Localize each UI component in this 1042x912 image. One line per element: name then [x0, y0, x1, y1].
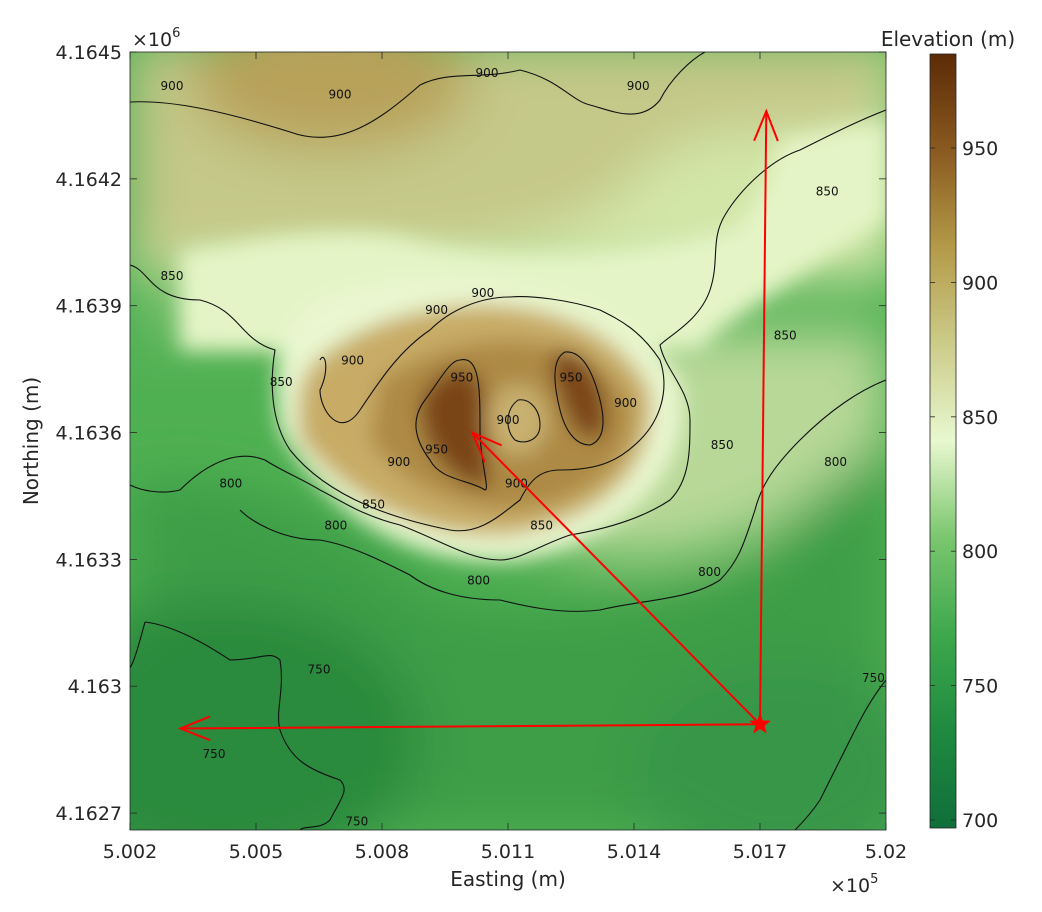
contour-label: 950: [450, 371, 473, 385]
contour-label: 800: [324, 519, 347, 533]
x-exponent-base: ×10: [830, 875, 870, 897]
contour-line: [130, 109, 886, 561]
contour-label: 900: [387, 455, 410, 469]
terrain-field: [130, 52, 886, 830]
contour-label: 850: [362, 497, 385, 511]
y-axis-label: Northing (m): [19, 377, 43, 505]
colorbar-ticks: 700 750 800 850 900 950: [930, 138, 998, 832]
contour-label: 800: [698, 565, 721, 579]
colorbar: [929, 53, 957, 829]
contour-label: 900: [627, 79, 650, 93]
y-exponent-power: 6: [172, 26, 180, 41]
y-exponent: ×106: [132, 26, 180, 51]
contour-label: 950: [425, 442, 448, 456]
y-tick-label: 4.1639: [56, 296, 122, 318]
contour-line: [130, 264, 665, 532]
x-tick-label: 5.017: [733, 841, 787, 863]
direction-arrows: [177, 108, 779, 742]
colorbar-tick-label: 950: [962, 138, 998, 160]
contour-label: 800: [824, 455, 847, 469]
contour-label: 850: [530, 519, 553, 533]
origin-star-marker: [749, 712, 771, 734]
x-tick-label: 5.02: [865, 841, 907, 863]
x-axis-ticks: 5.002 5.005 5.008 5.011 5.014 5.017 5.02: [103, 52, 907, 863]
x-tick-label: 5.005: [229, 841, 283, 863]
x-exponent: ×105: [830, 872, 878, 897]
x-exponent-power: 5: [870, 872, 878, 887]
contour-label: 750: [203, 747, 226, 761]
y-exponent-base: ×10: [132, 29, 172, 51]
contour-line: [415, 359, 487, 491]
x-tick-label: 5.011: [481, 841, 535, 863]
contour-line: [507, 399, 541, 443]
y-tick-label: 4.1633: [56, 549, 122, 571]
contour-label: 750: [308, 662, 331, 676]
contour-line: [239, 379, 886, 612]
contour-label: 900: [341, 354, 364, 368]
contour-label: 900: [476, 66, 499, 80]
arrow-head-northwest: [470, 430, 503, 463]
x-axis-label: Easting (m): [450, 867, 566, 891]
y-tick-label: 4.163: [68, 676, 122, 698]
arrow-northwest: [471, 431, 761, 725]
y-axis-ticks: 4.1627 4.163 4.1633 4.1636 4.1639 4.1642 4.164…: [56, 42, 886, 825]
contour-label: 900: [425, 303, 448, 317]
contour-label: 750: [862, 671, 885, 685]
contour-label: 800: [467, 574, 490, 588]
colorbar-tick-label: 700: [962, 810, 998, 832]
contour-line: [144, 621, 345, 830]
contour-label: 950: [560, 371, 583, 385]
y-tick-label: 4.1636: [56, 423, 122, 445]
arrow-west: [180, 723, 761, 730]
colorbar-tick-label: 800: [962, 541, 998, 563]
contour-line: [130, 52, 706, 138]
contour-lines: [130, 52, 886, 830]
x-tick-label: 5.002: [103, 841, 157, 863]
contour-label: 850: [774, 328, 797, 342]
arrow-head-west: [177, 715, 211, 742]
contour-label: 850: [161, 269, 184, 283]
colorbar-tick-label: 900: [962, 272, 998, 294]
contour-label: 850: [711, 438, 734, 452]
contour-label: 900: [161, 79, 184, 93]
contour-label: 750: [345, 815, 368, 829]
y-tick-label: 4.1642: [56, 169, 122, 191]
contour-line: [794, 679, 886, 830]
contour-label: 900: [497, 413, 520, 427]
x-tick-label: 5.008: [355, 841, 409, 863]
arrow-head-north: [753, 108, 779, 142]
contour-label: 900: [329, 87, 352, 101]
colorbar-title: Elevation (m): [881, 27, 1015, 51]
contour-labels: 900 900 900 900 850 850 850 900 900 900 850 950 950 9…: [161, 66, 885, 828]
x-tick-label: 5.014: [607, 841, 661, 863]
contour-label: 900: [471, 286, 494, 300]
colorbar-tick-label: 850: [962, 407, 998, 429]
y-tick-label: 4.1627: [56, 803, 122, 825]
contour-line: [130, 621, 146, 669]
contour-line: [554, 351, 604, 446]
contour-label: 900: [614, 396, 637, 410]
contour-label: 850: [270, 375, 293, 389]
colorbar-tick-label: 750: [962, 676, 998, 698]
y-tick-label: 4.1645: [56, 42, 122, 64]
arrow-north: [759, 111, 768, 725]
contour-label: 800: [219, 476, 242, 490]
contour-label: 850: [816, 185, 839, 199]
contour-label: 900: [505, 476, 528, 490]
